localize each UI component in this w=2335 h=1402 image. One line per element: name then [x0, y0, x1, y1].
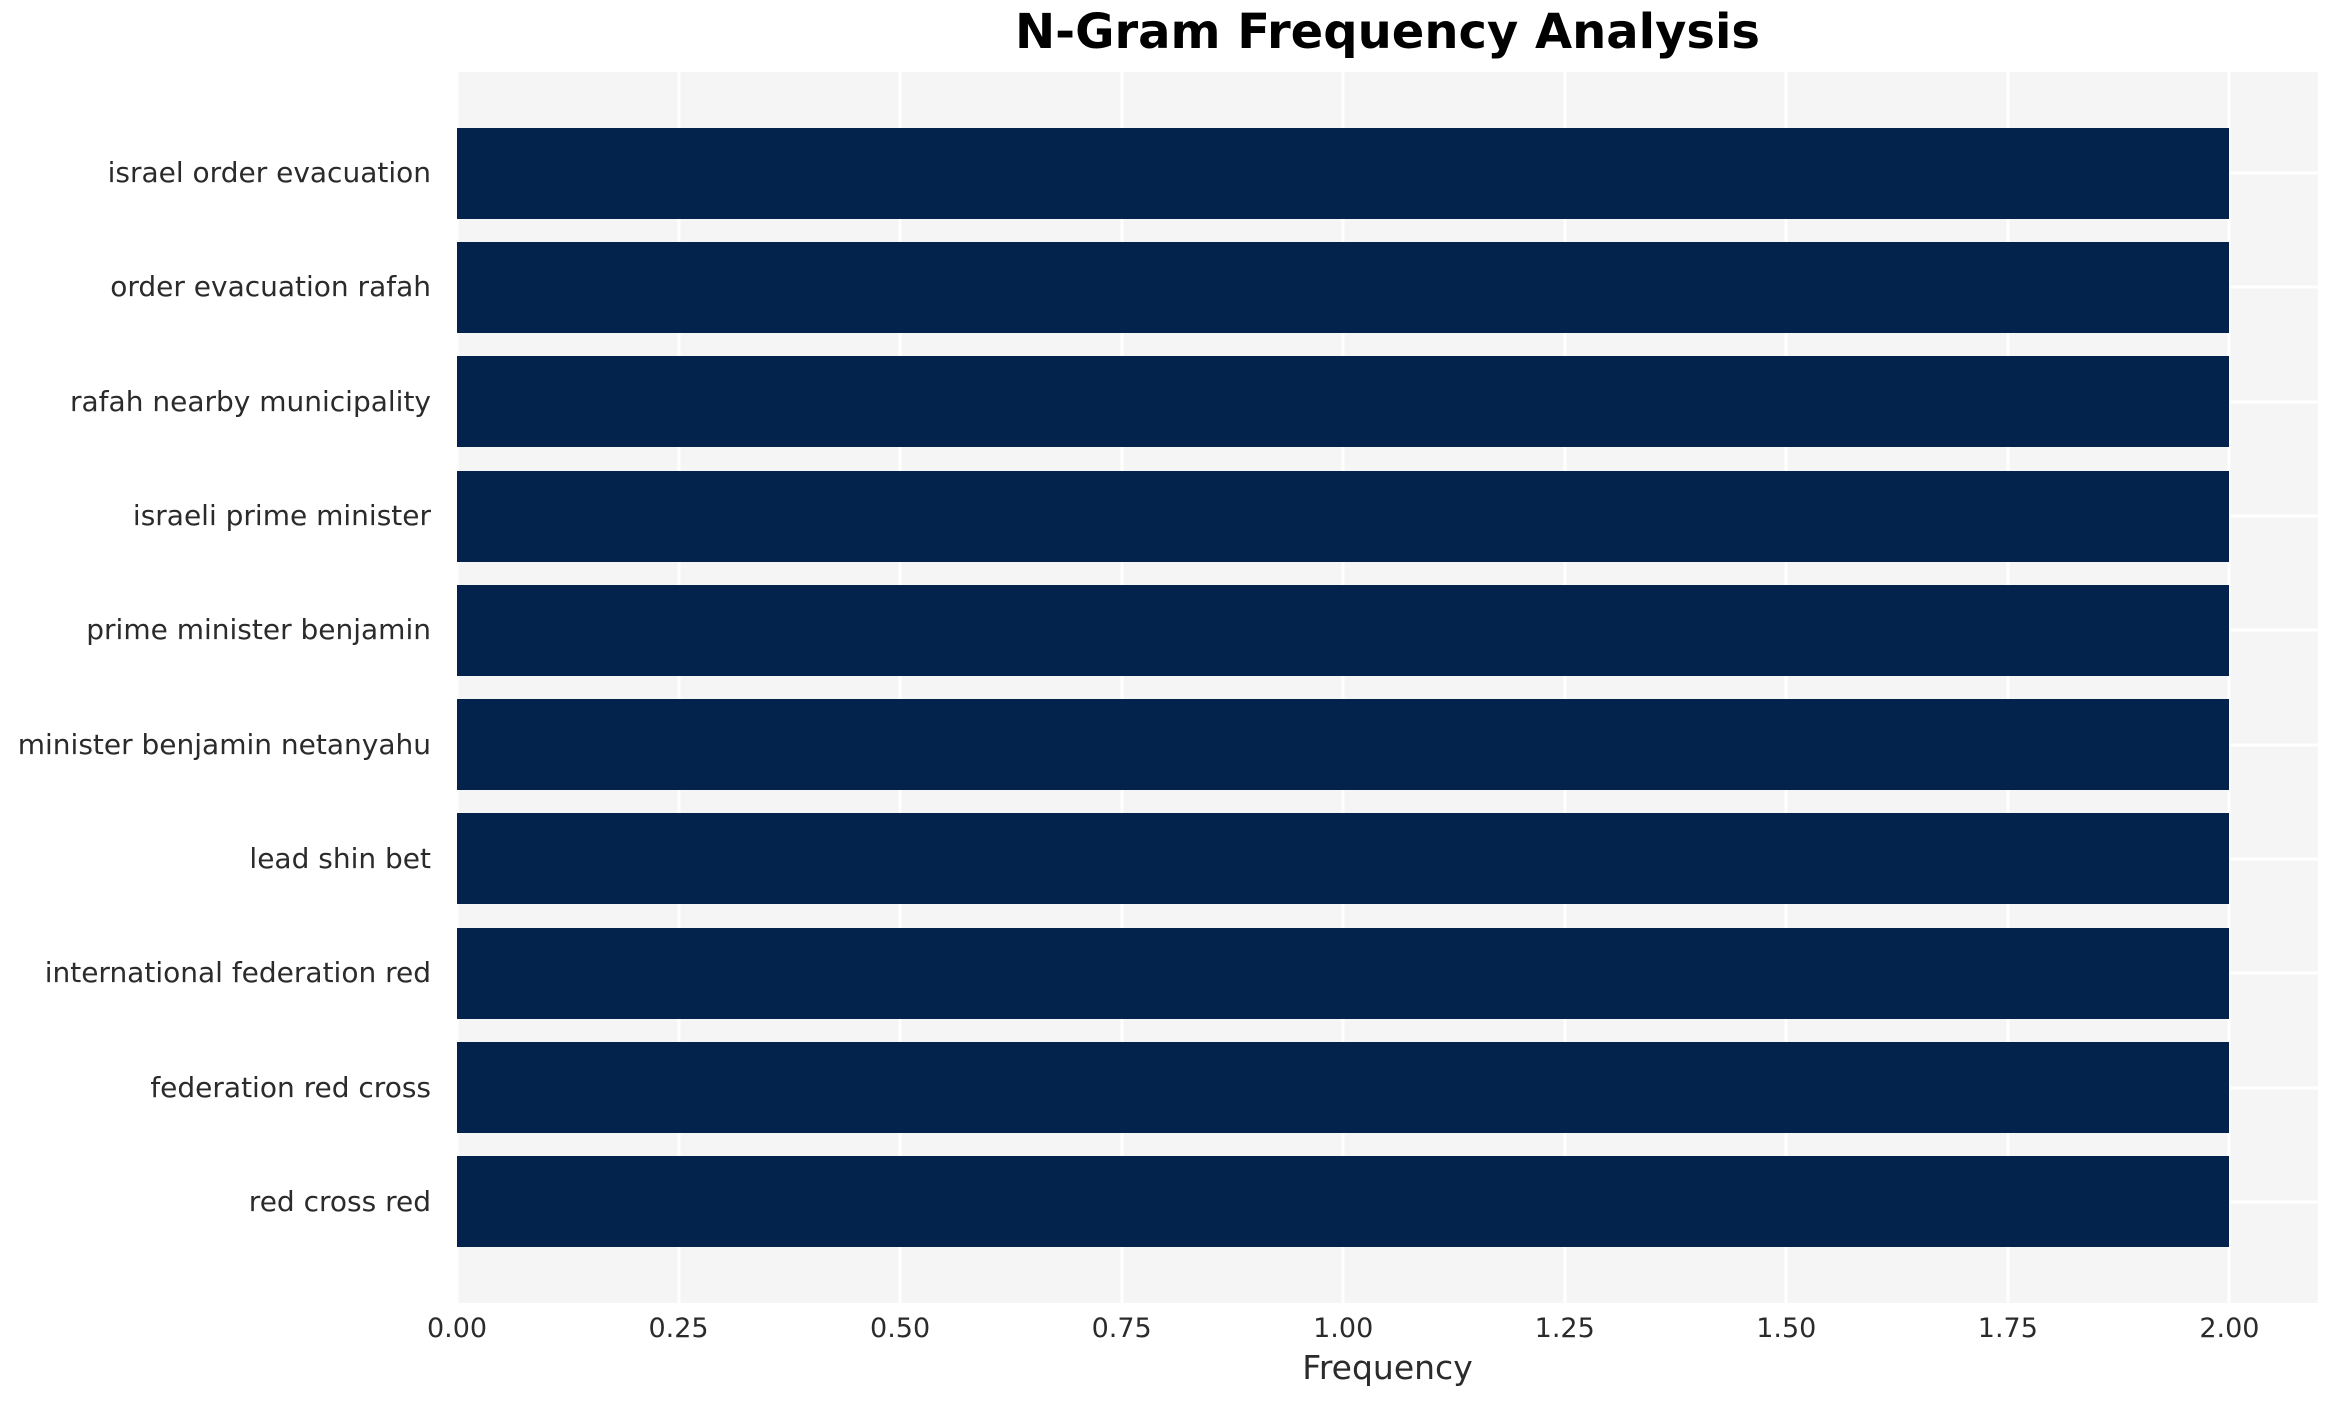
y-tick-label: red cross red [248, 1184, 431, 1218]
bar [457, 1042, 2230, 1134]
vertical-gridline [2227, 72, 2231, 1303]
vertical-gridline [457, 72, 459, 1303]
vertical-gridline [2006, 72, 2010, 1303]
vertical-gridline [677, 72, 681, 1303]
bar [457, 813, 2230, 905]
y-tick-label: israeli prime minister [132, 499, 431, 533]
x-tick-label: 0.75 [1091, 1313, 1152, 1344]
x-tick-label: 0.00 [426, 1313, 488, 1344]
y-tick-label: prime minister benjamin [86, 613, 431, 647]
vertical-gridline [1341, 72, 1345, 1303]
vertical-gridline [1784, 72, 1788, 1303]
y-tick-label: israel order evacuation [107, 156, 431, 190]
bar [457, 699, 2230, 791]
x-tick-label: 0.50 [870, 1313, 931, 1344]
y-tick-label: federation red cross [150, 1070, 431, 1104]
y-axis-tick-labels: israel order evacuation order evacuation … [0, 72, 441, 1303]
vertical-gridline [1563, 72, 1567, 1303]
vertical-gridline [898, 72, 902, 1303]
bar [457, 470, 2230, 562]
bar [457, 927, 2230, 1019]
x-axis-tick-labels: 0.00 0.25 0.50 0.75 1.00 1.25 1.50 1.75 2.00 [427, 1313, 2318, 1349]
y-tick-label: minister benjamin netanyahu [17, 727, 431, 761]
y-tick-label: rafah nearby municipality [70, 384, 431, 418]
bar [457, 241, 2230, 333]
plot-area [457, 72, 2318, 1303]
y-tick-label: lead shin bet [249, 841, 431, 875]
y-tick-label: international federation red [44, 956, 431, 990]
x-tick-label: 1.50 [1756, 1313, 1817, 1344]
x-axis-label: Frequency [1302, 1348, 1473, 1387]
x-tick-label: 1.75 [1977, 1313, 2038, 1344]
x-tick-label: 1.00 [1313, 1313, 1374, 1344]
y-tick-label: order evacuation rafah [110, 270, 431, 304]
chart-title: N-Gram Frequency Analysis [1015, 4, 1760, 60]
bar [457, 356, 2230, 448]
bar [457, 127, 2230, 219]
bar [457, 1156, 2230, 1248]
x-tick-label: 1.25 [1534, 1313, 1595, 1344]
bar [457, 584, 2230, 676]
x-tick-label: 0.25 [648, 1313, 709, 1344]
x-tick-label: 2.00 [2199, 1313, 2260, 1344]
vertical-gridline [1120, 72, 1124, 1303]
